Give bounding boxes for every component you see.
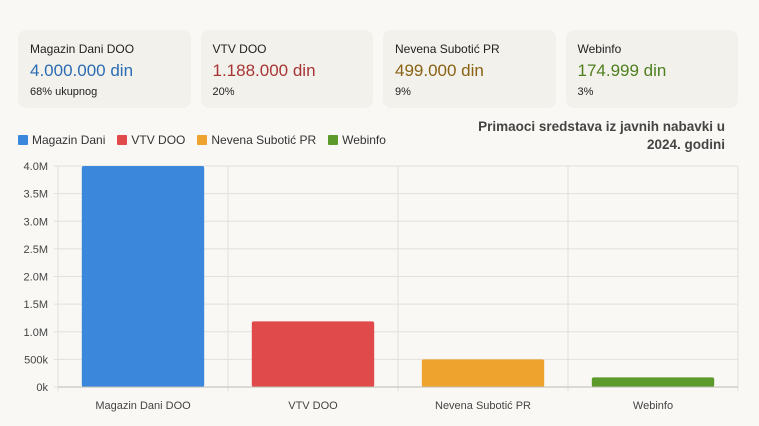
- card-share: 20%: [212, 86, 235, 98]
- y-tick-label: 3.5M: [24, 189, 48, 201]
- card-name: Webinfo: [577, 42, 622, 56]
- legend-swatch: [117, 135, 128, 145]
- y-tick-label: 500k: [24, 354, 48, 366]
- summary-card: Magazin Dani DOO 4.000.000 din 68% ukupn…: [18, 30, 191, 108]
- card-amount: 1.188.000 din: [212, 61, 316, 80]
- legend-item[interactable]: Nevena Subotić PR: [197, 133, 316, 147]
- legend-label: Magazin Dani: [32, 133, 106, 147]
- card-amount: 4.000.000 din: [30, 61, 134, 80]
- chart-title: Primaoci sredstava iz javnih nabavki u 2…: [478, 119, 725, 152]
- chart-legend: Magazin Dani VTV DOO Nevena Subotić PR W…: [18, 133, 386, 147]
- card-share: 68% ukupnog: [30, 86, 98, 98]
- legend-label: Nevena Subotić PR: [211, 133, 317, 147]
- y-tick-label: 2.5M: [24, 244, 48, 256]
- bar: [421, 359, 545, 387]
- y-tick-label: 2.0M: [24, 272, 48, 284]
- card-name: Magazin Dani DOO: [30, 42, 135, 56]
- summary-card: Nevena Subotić PR 499.000 din 9%: [383, 30, 556, 108]
- card-share: 3%: [577, 86, 594, 98]
- legend-label: VTV DOO: [131, 133, 186, 147]
- legend-swatch: [18, 135, 28, 145]
- y-tick-label: 4.0M: [24, 161, 48, 173]
- bar: [81, 166, 205, 387]
- legend-item[interactable]: Magazin Dani: [18, 133, 105, 147]
- summary-cards: Magazin Dani DOO 4.000.000 din 68% ukupn…: [18, 30, 738, 108]
- x-tick-label: Nevena Subotić PR: [435, 400, 531, 412]
- y-tick-label: 0k: [36, 382, 48, 394]
- summary-card: VTV DOO 1.188.000 din 20%: [200, 30, 373, 108]
- y-tick-label: 1.0M: [24, 327, 48, 339]
- legend-item[interactable]: Webinfo: [328, 133, 386, 147]
- y-tick-label: 3.0M: [24, 216, 48, 228]
- summary-card: Webinfo 174.999 din 3%: [565, 30, 738, 108]
- card-name: Nevena Subotić PR: [395, 42, 500, 56]
- legend-swatch: [328, 135, 339, 145]
- bar: [251, 321, 375, 387]
- x-tick-label: Magazin Dani DOO: [95, 400, 191, 412]
- legend-swatch: [197, 135, 208, 145]
- y-tick-label: 1.5M: [24, 299, 48, 311]
- card-share: 9%: [395, 86, 411, 98]
- card-name: VTV DOO: [212, 42, 267, 56]
- legend-label: Webinfo: [342, 133, 386, 147]
- legend-item[interactable]: VTV DOO: [117, 133, 185, 147]
- x-tick-label: Webinfo: [633, 400, 673, 412]
- x-tick-label: VTV DOO: [288, 400, 338, 412]
- card-amount: 174.999 din: [577, 61, 667, 80]
- card-amount: 499.000 din: [395, 61, 484, 80]
- bar: [591, 377, 715, 387]
